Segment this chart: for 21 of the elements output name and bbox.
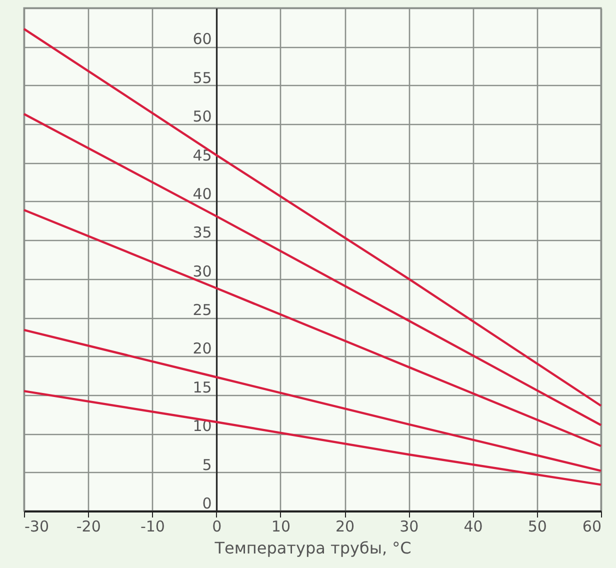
y-tick-label: 15 bbox=[192, 378, 212, 396]
y-tick-label: 50 bbox=[192, 108, 212, 126]
x-tick-label: 60 bbox=[582, 518, 602, 536]
y-tick-label: 55 bbox=[192, 68, 212, 87]
y-tick-label: 5 bbox=[202, 456, 212, 474]
y-tick-label: 20 bbox=[192, 340, 212, 358]
x-tick-label: -30 bbox=[24, 518, 49, 536]
y-tick-label: 60 bbox=[192, 30, 212, 48]
x-tick-label: -20 bbox=[76, 518, 101, 536]
x-tick-label: -10 bbox=[140, 518, 165, 536]
y-tick-label: 0 bbox=[202, 494, 212, 512]
x-tick-label: 20 bbox=[336, 518, 355, 536]
y-tick-label: 30 bbox=[192, 262, 212, 280]
x-tick-label: 10 bbox=[271, 518, 290, 536]
x-tick-label: 30 bbox=[400, 518, 419, 536]
y-tick-label: 40 bbox=[192, 184, 212, 203]
x-axis-title: Температура трубы, °C bbox=[214, 538, 412, 558]
y-tick-label: 35 bbox=[192, 224, 212, 242]
y-tick-label: 25 bbox=[192, 301, 212, 320]
x-tick-label: 40 bbox=[464, 518, 483, 536]
x-tick-label: 50 bbox=[528, 518, 547, 536]
